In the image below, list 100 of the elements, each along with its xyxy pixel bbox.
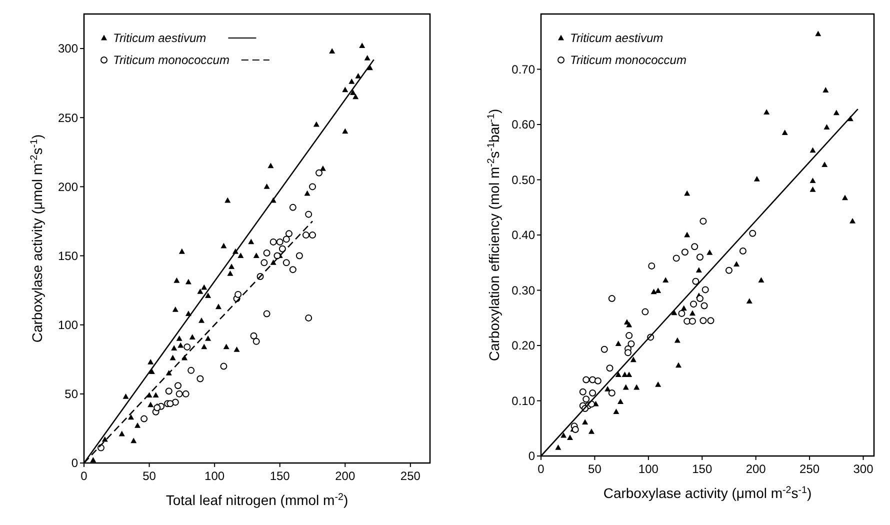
legend-label: Triticum aestivum — [570, 31, 664, 45]
point — [148, 402, 154, 408]
point — [655, 382, 662, 387]
point — [626, 332, 633, 340]
point — [560, 432, 567, 438]
point — [313, 121, 320, 127]
point — [102, 436, 108, 442]
point — [700, 302, 708, 310]
point — [263, 310, 270, 318]
point — [227, 270, 234, 276]
point — [634, 384, 640, 390]
point — [198, 318, 205, 323]
point — [178, 342, 184, 348]
point — [696, 295, 704, 302]
y-tick-label: 0.70 — [512, 62, 536, 76]
x-tick-label: 200 — [335, 469, 356, 483]
point — [215, 304, 222, 310]
point — [329, 48, 336, 54]
point — [352, 94, 359, 100]
point — [302, 232, 310, 239]
point — [282, 259, 290, 266]
point — [172, 306, 178, 312]
point — [134, 422, 141, 428]
point — [176, 390, 183, 398]
point — [615, 340, 622, 346]
point — [764, 109, 770, 115]
point — [359, 42, 366, 48]
point — [567, 434, 574, 440]
point — [678, 310, 686, 317]
point — [185, 278, 192, 284]
point — [749, 230, 756, 237]
point — [674, 337, 680, 343]
point — [201, 284, 208, 290]
point — [289, 266, 296, 274]
point — [220, 242, 227, 248]
point — [608, 390, 616, 397]
point — [220, 362, 228, 370]
y-tick-label: 0.30 — [512, 283, 536, 298]
point — [228, 264, 235, 270]
point — [628, 340, 635, 348]
point — [758, 277, 764, 283]
point — [268, 162, 274, 168]
point — [174, 277, 180, 283]
point — [572, 426, 579, 433]
x-tick-label: 0 — [538, 462, 545, 476]
point — [606, 364, 614, 372]
point — [304, 190, 310, 196]
x-tick-label: 200 — [746, 462, 766, 476]
y-tick-label: 100 — [58, 318, 78, 332]
point — [833, 110, 840, 116]
point — [684, 190, 690, 196]
point — [342, 128, 348, 134]
point — [205, 292, 212, 298]
point — [263, 250, 270, 257]
point — [364, 55, 370, 60]
point — [248, 238, 254, 244]
point — [289, 204, 296, 211]
point — [152, 392, 159, 398]
point — [316, 169, 323, 176]
point — [308, 232, 316, 239]
point — [355, 72, 362, 78]
legend-label: Triticum aestivum — [113, 31, 206, 45]
point — [613, 408, 620, 414]
point — [696, 254, 704, 261]
point — [555, 444, 562, 450]
point — [282, 236, 290, 243]
y-tick-label: 0.60 — [512, 118, 536, 132]
point — [197, 288, 204, 294]
point — [707, 317, 714, 324]
y-tick-label: 0.50 — [512, 172, 536, 187]
point — [702, 286, 709, 294]
x-tick-label: 250 — [800, 462, 820, 476]
point — [250, 332, 258, 340]
point — [308, 183, 316, 190]
point — [174, 382, 182, 390]
point — [170, 354, 176, 360]
point — [617, 398, 624, 404]
point — [582, 419, 588, 424]
point — [278, 245, 286, 252]
x-tick-label: 50 — [142, 469, 156, 483]
point — [810, 178, 816, 184]
y-tick-label: 0 — [528, 449, 536, 464]
point — [782, 130, 788, 135]
point — [642, 308, 649, 316]
y-tick-label: 250 — [58, 110, 78, 125]
point — [148, 358, 154, 364]
point — [176, 335, 182, 341]
point — [746, 298, 752, 304]
point — [189, 334, 196, 340]
point — [182, 390, 190, 398]
legend-label: Triticum monococcum — [113, 53, 230, 67]
point — [350, 90, 356, 95]
point — [600, 346, 608, 353]
point — [305, 314, 312, 322]
point — [348, 78, 355, 84]
point — [650, 288, 657, 294]
point — [594, 377, 602, 384]
point — [223, 344, 230, 350]
point — [700, 317, 707, 324]
point — [154, 404, 161, 412]
